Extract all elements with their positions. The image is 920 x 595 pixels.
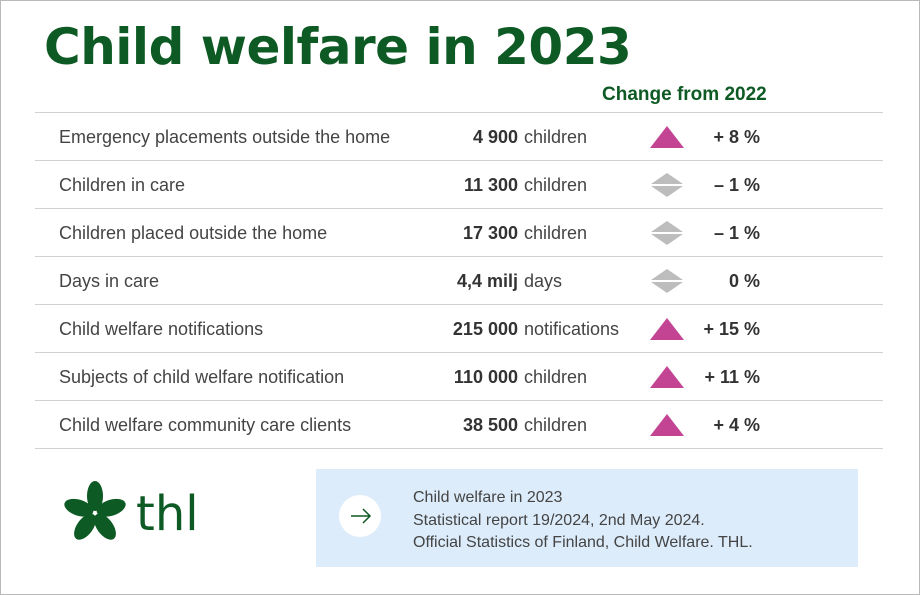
table-row: Subjects of child welfare notification 11… [35, 353, 883, 401]
row-unit: days [524, 271, 563, 291]
row-label: Subjects of child welfare notification [59, 367, 345, 387]
no-change-icon [651, 173, 683, 197]
thl-flower-icon: thl [64, 481, 199, 542]
row-label: Children in care [59, 175, 186, 195]
arrow-right-icon[interactable] [339, 495, 381, 537]
row-unit: children [524, 415, 588, 435]
row-unit: children [524, 127, 588, 147]
logo-text: thl [136, 486, 199, 542]
row-change: + 15 % [703, 319, 760, 339]
row-unit: children [524, 367, 588, 387]
increase-triangle-icon [650, 414, 684, 436]
table-row: Child welfare community care clients 38 5… [35, 401, 883, 449]
statistics-table: Emergency placements outside the home 4 9… [35, 112, 883, 449]
table-row: Days in care 4,4 milj days 0 % [35, 257, 883, 305]
increase-triangle-icon [650, 126, 684, 148]
increase-triangle-icon [650, 318, 684, 340]
row-value: 215 000 [452, 319, 518, 339]
row-change: + 4 % [713, 415, 760, 435]
info-source: Official Statistics of Finland, Child We… [413, 534, 753, 551]
no-change-icon [651, 221, 683, 245]
row-label: Children placed outside the home [59, 223, 328, 243]
table-row: Emergency placements outside the home 4 9… [35, 113, 883, 161]
page-title: Child welfare in 2023 [44, 18, 632, 76]
row-value: 11 300 [463, 175, 518, 195]
row-change: – 1 % [713, 223, 760, 243]
row-value: 4 900 [472, 127, 518, 147]
row-label: Emergency placements outside the home [59, 127, 391, 147]
thl-logo: thl [60, 480, 220, 555]
no-change-icon [651, 269, 683, 293]
change-header: Change from 2022 [602, 84, 767, 105]
table-row: Children placed outside the home 17 300 ch… [35, 209, 883, 257]
row-unit: children [524, 223, 588, 243]
row-label: Child welfare community care clients [59, 415, 352, 435]
row-unit: children [524, 175, 588, 195]
table-row: Child welfare notifications 215 000 notifi… [35, 305, 883, 353]
row-change: – 1 % [713, 175, 760, 195]
row-value: 4,4 milj [456, 271, 518, 291]
report-info-box[interactable]: Child welfare in 2023 Statistical report… [316, 469, 858, 567]
row-change: + 8 % [713, 127, 760, 147]
row-change: + 11 % [704, 367, 760, 387]
increase-triangle-icon [650, 366, 684, 388]
info-title: Child welfare in 2023 [413, 489, 563, 506]
row-change: 0 % [728, 271, 760, 291]
row-label: Days in care [59, 271, 160, 291]
info-report: Statistical report 19/2024, 2nd May 2024… [413, 511, 705, 529]
row-value: 38 500 [462, 415, 518, 435]
table-row: Children in care 11 300 children – 1 % [35, 161, 883, 209]
row-label: Child welfare notifications [59, 319, 264, 339]
row-unit: notifications [524, 319, 620, 339]
row-value: 17 300 [462, 223, 518, 243]
row-value: 110 000 [453, 367, 518, 387]
